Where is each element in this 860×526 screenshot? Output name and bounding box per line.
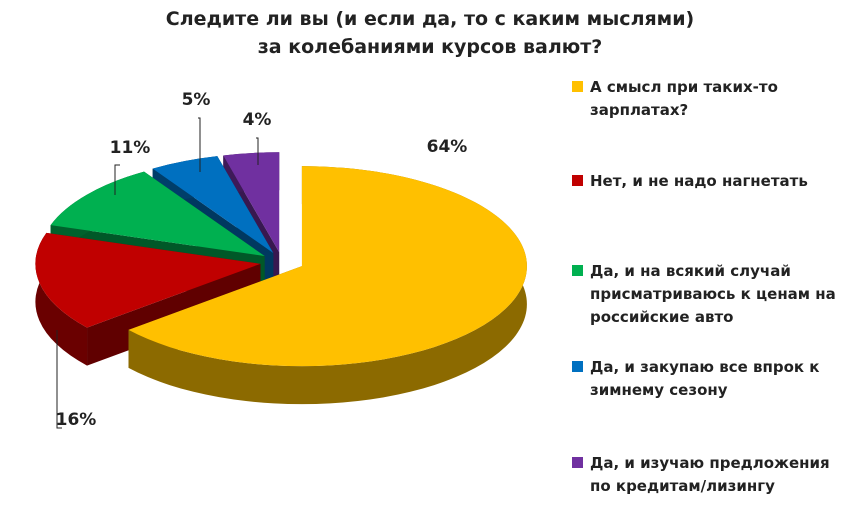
data-label: 4%: [243, 110, 272, 130]
leader-line: [256, 137, 259, 165]
legend-swatch: [572, 175, 583, 186]
slice: [35, 232, 261, 328]
leader-line: [56, 330, 62, 429]
legend-item: А смысл при таких-то зарплатах?: [572, 76, 854, 122]
legend-label: Да, и закупаю все впрок к зимнему сезону: [590, 358, 820, 399]
legend-item: Да, и на всякий случай присматриваюсь к …: [572, 260, 854, 329]
legend-label: А смысл при таких-то зарплатах?: [590, 78, 778, 119]
slice-side: [128, 166, 527, 405]
legend-label: Да, и изучаю предложения по кредитам/лиз…: [590, 454, 830, 495]
slice: [50, 171, 265, 257]
legend-label: Нет, и не надо нагнетать: [590, 172, 808, 190]
legend-swatch: [572, 81, 583, 92]
leader-line: [114, 164, 120, 195]
legend-swatch: [572, 361, 583, 372]
data-label: 16%: [56, 410, 97, 430]
legend-item: Нет, и не надо нагнетать: [572, 170, 854, 193]
slice: [152, 156, 274, 254]
chart-title: за колебаниями курсов валют?: [257, 36, 603, 58]
leader-line: [198, 117, 201, 172]
data-label: 11%: [110, 138, 151, 158]
slice: [128, 166, 527, 367]
legend-swatch: [572, 457, 583, 468]
legend-swatch: [572, 265, 583, 276]
chart-title: Следите ли вы (и если да, то с каким мыс…: [165, 8, 695, 30]
legend-item: Да, и закупаю все впрок к зимнему сезону: [572, 356, 854, 402]
slice-side: [35, 232, 88, 366]
data-label: 5%: [182, 90, 211, 110]
legend-label: Да, и на всякий случай присматриваюсь к …: [590, 262, 836, 326]
legend-item: Да, и изучаю предложения по кредитам/лиз…: [572, 452, 854, 498]
data-label: 64%: [427, 137, 468, 157]
slice: [223, 152, 280, 253]
